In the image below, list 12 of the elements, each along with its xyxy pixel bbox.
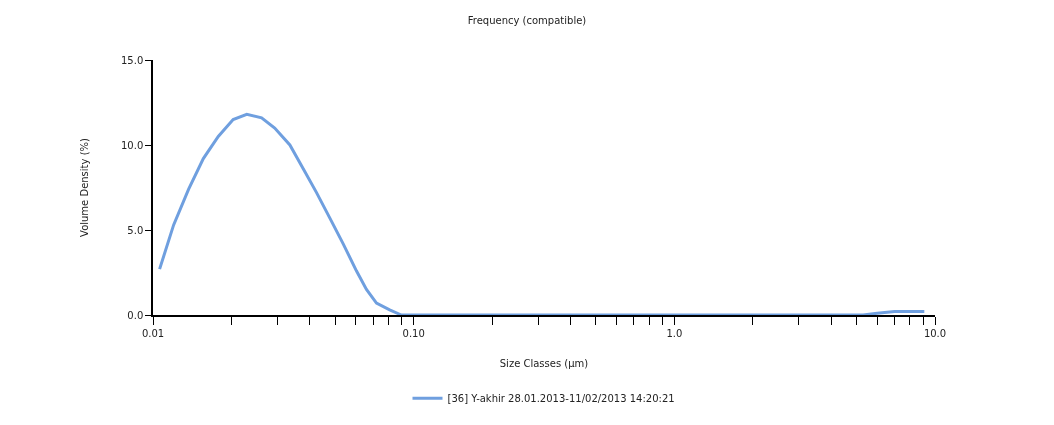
y-tick-label: 10.0 — [120, 139, 144, 151]
y-tick-label: 5.0 — [127, 224, 144, 236]
y-tick-label: 15.0 — [120, 54, 144, 66]
chart-title: Frequency (compatible) — [467, 15, 587, 26]
y-tick-label: 0.0 — [127, 309, 144, 321]
x-tick-label: 0.10 — [402, 327, 425, 339]
legend-label: [36] Y-akhir 28.01.2013-11/02/2013 14:20:21 — [447, 393, 675, 405]
y-axis-title: Volume Density (%) — [79, 137, 91, 237]
x-tick-label: 1.0 — [666, 327, 683, 339]
x-tick-label: 0.01 — [141, 327, 165, 339]
x-axis-title: Size Classes (µm) — [499, 357, 589, 369]
x-tick-label: 10.0 — [923, 327, 947, 339]
